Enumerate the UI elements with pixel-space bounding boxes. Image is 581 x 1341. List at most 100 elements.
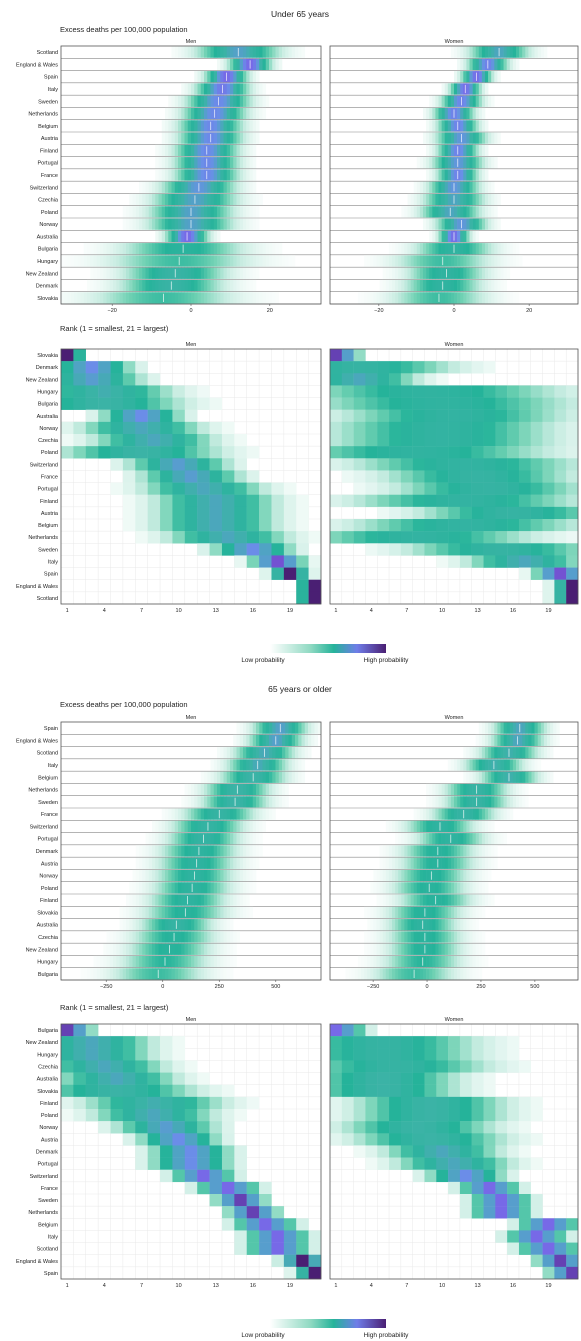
density-cell [230,808,234,820]
rank-row [330,1109,543,1122]
density-cell [457,58,461,71]
density-cell [148,869,153,882]
rank-cell [110,1036,124,1049]
density-cell [158,869,163,882]
rank-cell [172,1169,186,1183]
density-cell [246,83,250,95]
rank-cell [98,361,111,374]
rank-cell [209,543,223,556]
density-cell [171,95,176,107]
density-cell [226,808,231,820]
density-cell [243,83,247,95]
rank-cell [61,1109,74,1122]
density-cell [410,906,414,919]
density-cell [388,267,393,279]
density-cell [385,255,390,267]
density-cell [139,919,143,931]
rank-cell [448,1036,461,1049]
rank-cell [172,446,186,459]
density-cell [537,722,542,734]
density-cell [197,132,202,144]
density-cell [392,869,396,882]
density-cell [416,833,421,845]
density-cell [246,759,250,771]
rank-tick-label: 1 [66,1283,69,1289]
density-cell [506,267,511,279]
density-cell [385,968,390,980]
density-cell [103,255,107,267]
rank-cell [412,1072,425,1085]
density-cell [126,218,130,230]
density-cell [450,243,455,255]
density-cell [226,206,231,218]
rank-cell [135,385,148,398]
density-cell [472,833,476,845]
density-cell [509,722,514,734]
density-cell [200,255,205,267]
density-cell [64,292,68,304]
rank-tick-label: 19 [287,1283,293,1289]
density-cell [100,279,104,292]
density-cell [413,267,418,279]
rank-cell [365,421,378,435]
rank-cell [122,421,136,435]
density-cell [165,882,169,894]
density-cell [398,968,402,980]
density-cell [265,58,270,71]
density-cell [230,243,234,255]
density-cell [516,747,520,759]
rank-tick-label: 16 [510,1283,516,1289]
rank-cell [110,434,124,447]
x-tick-label: 0 [161,984,164,990]
density-cell [158,243,163,255]
density-cell [265,734,270,747]
density-cell [142,218,146,230]
rank-cell [542,591,555,605]
density-cell [259,722,263,734]
density-cell [174,181,179,193]
density-cell [454,857,458,869]
density-cell [145,206,150,218]
density-cell [519,759,523,771]
density-cell [497,132,501,144]
density-cell [171,955,176,968]
x-tick-label: 0 [452,308,455,314]
density-cell [165,869,169,882]
density-cell [155,206,159,218]
density-row [330,759,578,772]
density-cell [447,292,452,304]
rank-cell [184,1181,198,1195]
density-cell [116,955,120,968]
rank-cell [73,1036,86,1049]
density-cell [171,267,176,279]
density-cell [181,230,185,243]
country-label: Switzerland [30,185,58,191]
density-cell [100,955,104,968]
rank-row [330,1072,496,1085]
density-cell [447,230,452,243]
density-cell [500,833,504,845]
density-cell [152,906,156,919]
density-cell [168,882,172,894]
density-cell [207,833,211,845]
density-cell [516,759,520,771]
density-cell [103,955,107,968]
density-cell [223,169,228,181]
rank-cell [184,519,198,532]
density-cell [404,906,408,919]
rank-cell [135,519,148,532]
density-cell [165,955,169,968]
density-cell [429,968,433,980]
density-cell [395,267,399,279]
density-cell [126,955,130,968]
density-cell [506,771,511,783]
density-cell [429,243,433,255]
density-cell [184,132,189,144]
rank-cell [122,1133,136,1146]
density-cell [475,169,480,181]
density-cell [357,292,362,304]
density-cell [398,857,402,869]
density-cell [385,919,390,931]
density-cell [357,968,362,980]
